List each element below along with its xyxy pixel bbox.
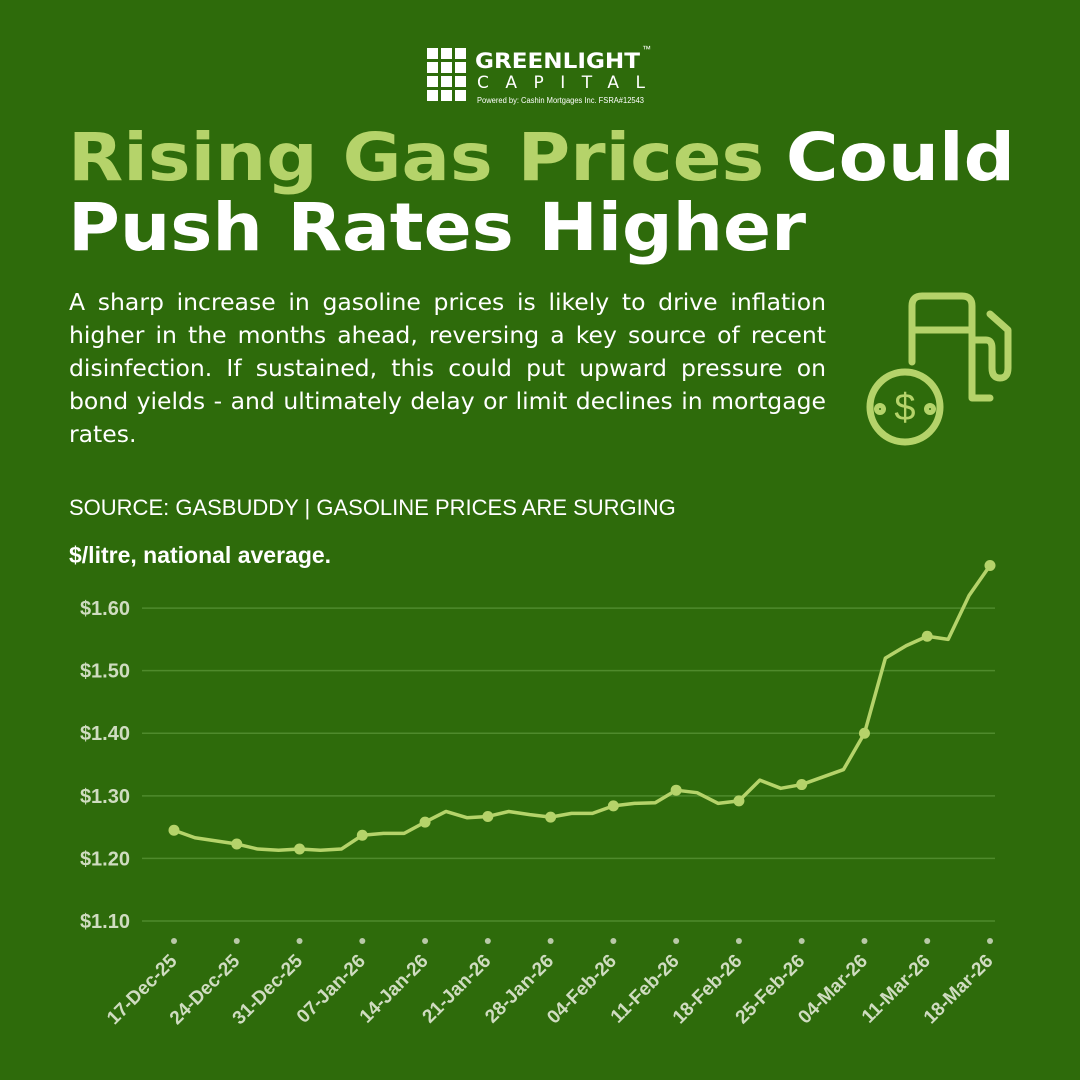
x-tick-label: 04-Feb-26 bbox=[543, 951, 621, 1029]
headline-line-2: Push Rates Higher bbox=[68, 189, 806, 266]
x-tick-mark bbox=[484, 938, 491, 944]
gas-pump-icon bbox=[866, 292, 1012, 446]
x-tick-mark bbox=[233, 938, 240, 944]
data-point bbox=[670, 784, 682, 796]
data-point bbox=[796, 779, 808, 791]
data-point bbox=[858, 727, 870, 739]
data-point bbox=[231, 838, 243, 850]
dollar-icon: $ bbox=[894, 387, 915, 429]
trademark: ™ bbox=[642, 44, 651, 54]
x-tick-mark bbox=[422, 938, 429, 944]
chart-title: SOURCE: GASBUDDY | GASOLINE PRICES ARE S… bbox=[69, 495, 676, 520]
data-point bbox=[733, 795, 745, 807]
headline-line-1: Rising Gas Prices Could bbox=[68, 119, 1015, 196]
headline-text: Could bbox=[786, 119, 1015, 196]
x-tick-mark bbox=[296, 938, 303, 944]
x-tick-mark bbox=[610, 938, 617, 944]
data-point bbox=[168, 824, 180, 836]
y-tick-label: $1.30 bbox=[80, 786, 130, 808]
x-tick-mark bbox=[924, 938, 931, 944]
brand-name: GREENLIGHT bbox=[475, 49, 641, 73]
y-tick-label: $1.10 bbox=[80, 911, 130, 933]
headline-highlight: Rising Gas Prices bbox=[68, 119, 764, 196]
x-tick-mark bbox=[673, 938, 680, 944]
x-tick-label: 04-Mar-26 bbox=[794, 951, 872, 1029]
y-tick-label: $1.60 bbox=[80, 598, 130, 620]
plot: $1.10$1.20$1.30$1.40$1.50$1.6017-Dec-252… bbox=[80, 560, 998, 1029]
y-tick-label: $1.20 bbox=[80, 848, 130, 870]
chart-subtitle: $/litre, national average. bbox=[69, 542, 331, 568]
x-tick-mark bbox=[735, 938, 742, 944]
y-tick-label: $1.50 bbox=[80, 661, 130, 683]
x-tick-mark bbox=[798, 938, 805, 944]
data-point bbox=[419, 816, 431, 828]
y-tick-label: $1.40 bbox=[80, 723, 130, 745]
data-point bbox=[482, 810, 494, 822]
data-line bbox=[173, 564, 992, 853]
data-point bbox=[921, 630, 933, 642]
x-tick-label: 18-Mar-26 bbox=[920, 951, 998, 1029]
x-tick-mark bbox=[861, 938, 868, 944]
data-point bbox=[545, 811, 557, 823]
x-tick-mark bbox=[171, 938, 177, 944]
data-point bbox=[984, 560, 996, 572]
x-tick-mark bbox=[359, 938, 366, 944]
x-tick-mark bbox=[987, 938, 993, 944]
body-text: A sharp increase in gasoline prices is l… bbox=[69, 288, 826, 448]
data-point bbox=[294, 843, 306, 855]
logo-mark bbox=[427, 48, 466, 101]
data-point bbox=[356, 829, 368, 841]
data-point bbox=[607, 800, 619, 812]
powered-by: Powered by: Cashin Mortgages Inc. FSRA#1… bbox=[477, 96, 645, 105]
x-tick-mark bbox=[547, 938, 554, 944]
brand-subname: CAPITAL bbox=[477, 73, 646, 93]
